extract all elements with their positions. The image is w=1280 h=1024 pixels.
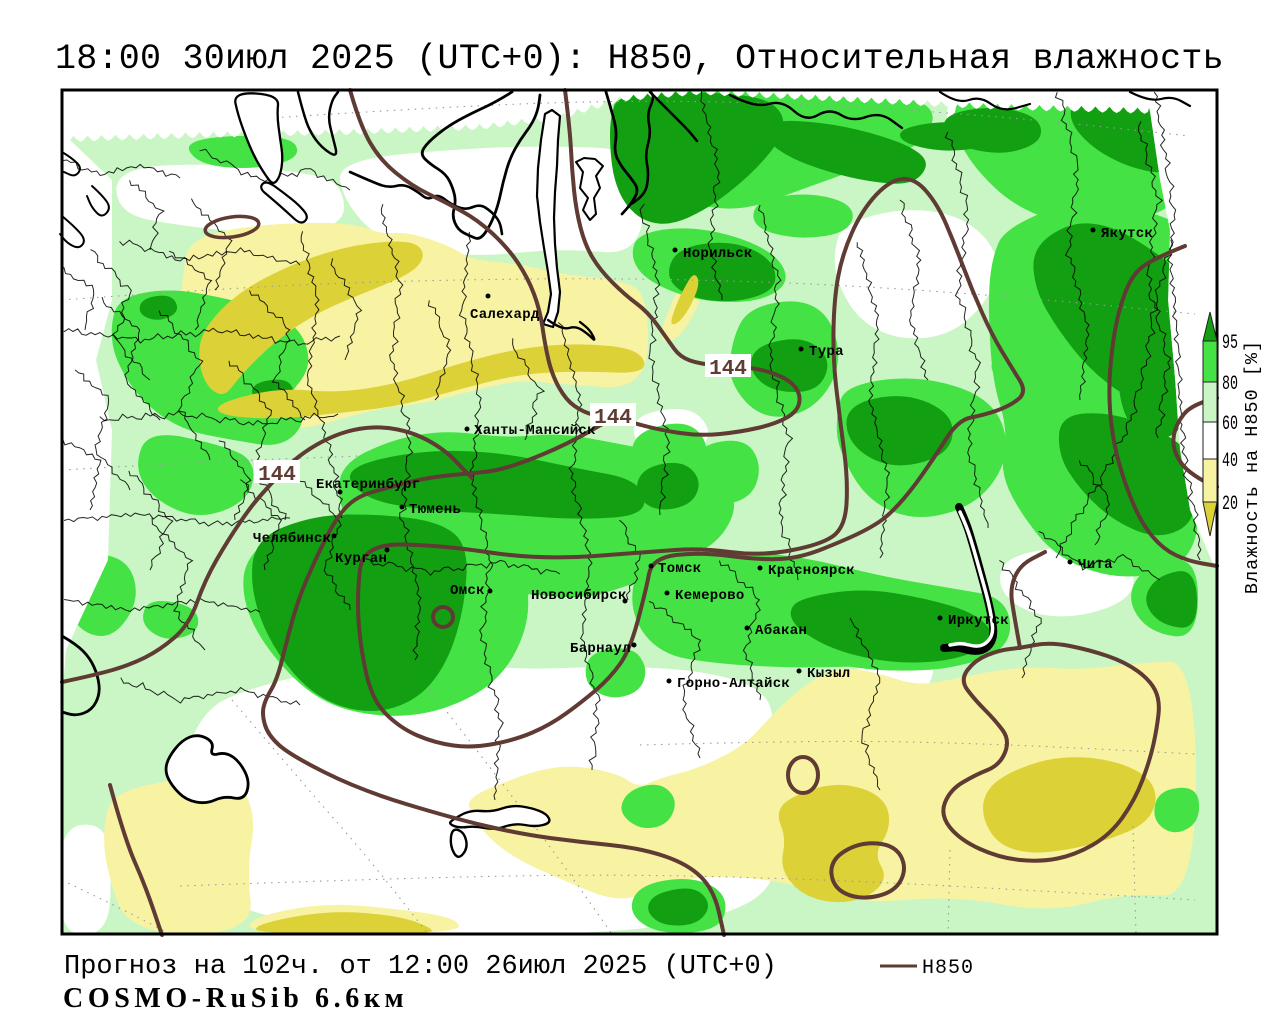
svg-text:Красноярск: Красноярск	[768, 563, 855, 579]
svg-text:Омск: Омск	[450, 583, 485, 599]
svg-text:Тура: Тура	[809, 344, 844, 360]
svg-text:Норильск: Норильск	[683, 246, 753, 262]
svg-text:Влажность на H850 [%]: Влажность на H850 [%]	[1242, 340, 1263, 594]
svg-text:Томск: Томск	[658, 561, 702, 577]
svg-text:Прогноз на 102ч. от 12:00 26ию: Прогноз на 102ч. от 12:00 26июл 2025 (UT…	[64, 952, 777, 982]
svg-text:20: 20	[1222, 493, 1238, 516]
svg-text:Новосибирск: Новосибирск	[531, 588, 627, 604]
svg-text:144: 144	[594, 407, 632, 430]
svg-text:Ханты-Мансийск: Ханты-Мансийск	[474, 423, 596, 439]
svg-text:Салехард: Салехард	[470, 307, 540, 323]
svg-text:80: 80	[1222, 373, 1238, 396]
svg-text:Абакан: Абакан	[755, 623, 807, 639]
svg-text:Екатеринбург: Екатеринбург	[316, 477, 420, 493]
svg-text:Барнаул: Барнаул	[570, 641, 631, 657]
svg-text:95: 95	[1222, 332, 1238, 355]
svg-text:Кемерово: Кемерово	[675, 588, 745, 604]
svg-text:60: 60	[1222, 413, 1238, 436]
svg-text:Кызыл: Кызыл	[807, 666, 851, 682]
svg-text:Иркутск: Иркутск	[948, 613, 1009, 629]
svg-text:40: 40	[1222, 450, 1238, 473]
svg-text:Тюмень: Тюмень	[409, 502, 461, 518]
svg-text:Челябинск: Челябинск	[253, 531, 331, 547]
svg-text:Чита: Чита	[1078, 557, 1113, 573]
svg-text:144: 144	[258, 464, 296, 487]
svg-text:144: 144	[709, 358, 747, 381]
svg-text:Курган: Курган	[335, 551, 387, 567]
svg-text:COSMO-RuSib 6.6км: COSMO-RuSib 6.6км	[63, 983, 408, 1014]
svg-text:18:00 30июл 2025 (UTC+0): H850: 18:00 30июл 2025 (UTC+0): H850, Относите…	[55, 39, 1224, 79]
svg-text:H850: H850	[922, 957, 974, 980]
svg-text:Якутск: Якутск	[1101, 226, 1153, 242]
svg-text:Горно-Алтайск: Горно-Алтайск	[677, 676, 790, 692]
